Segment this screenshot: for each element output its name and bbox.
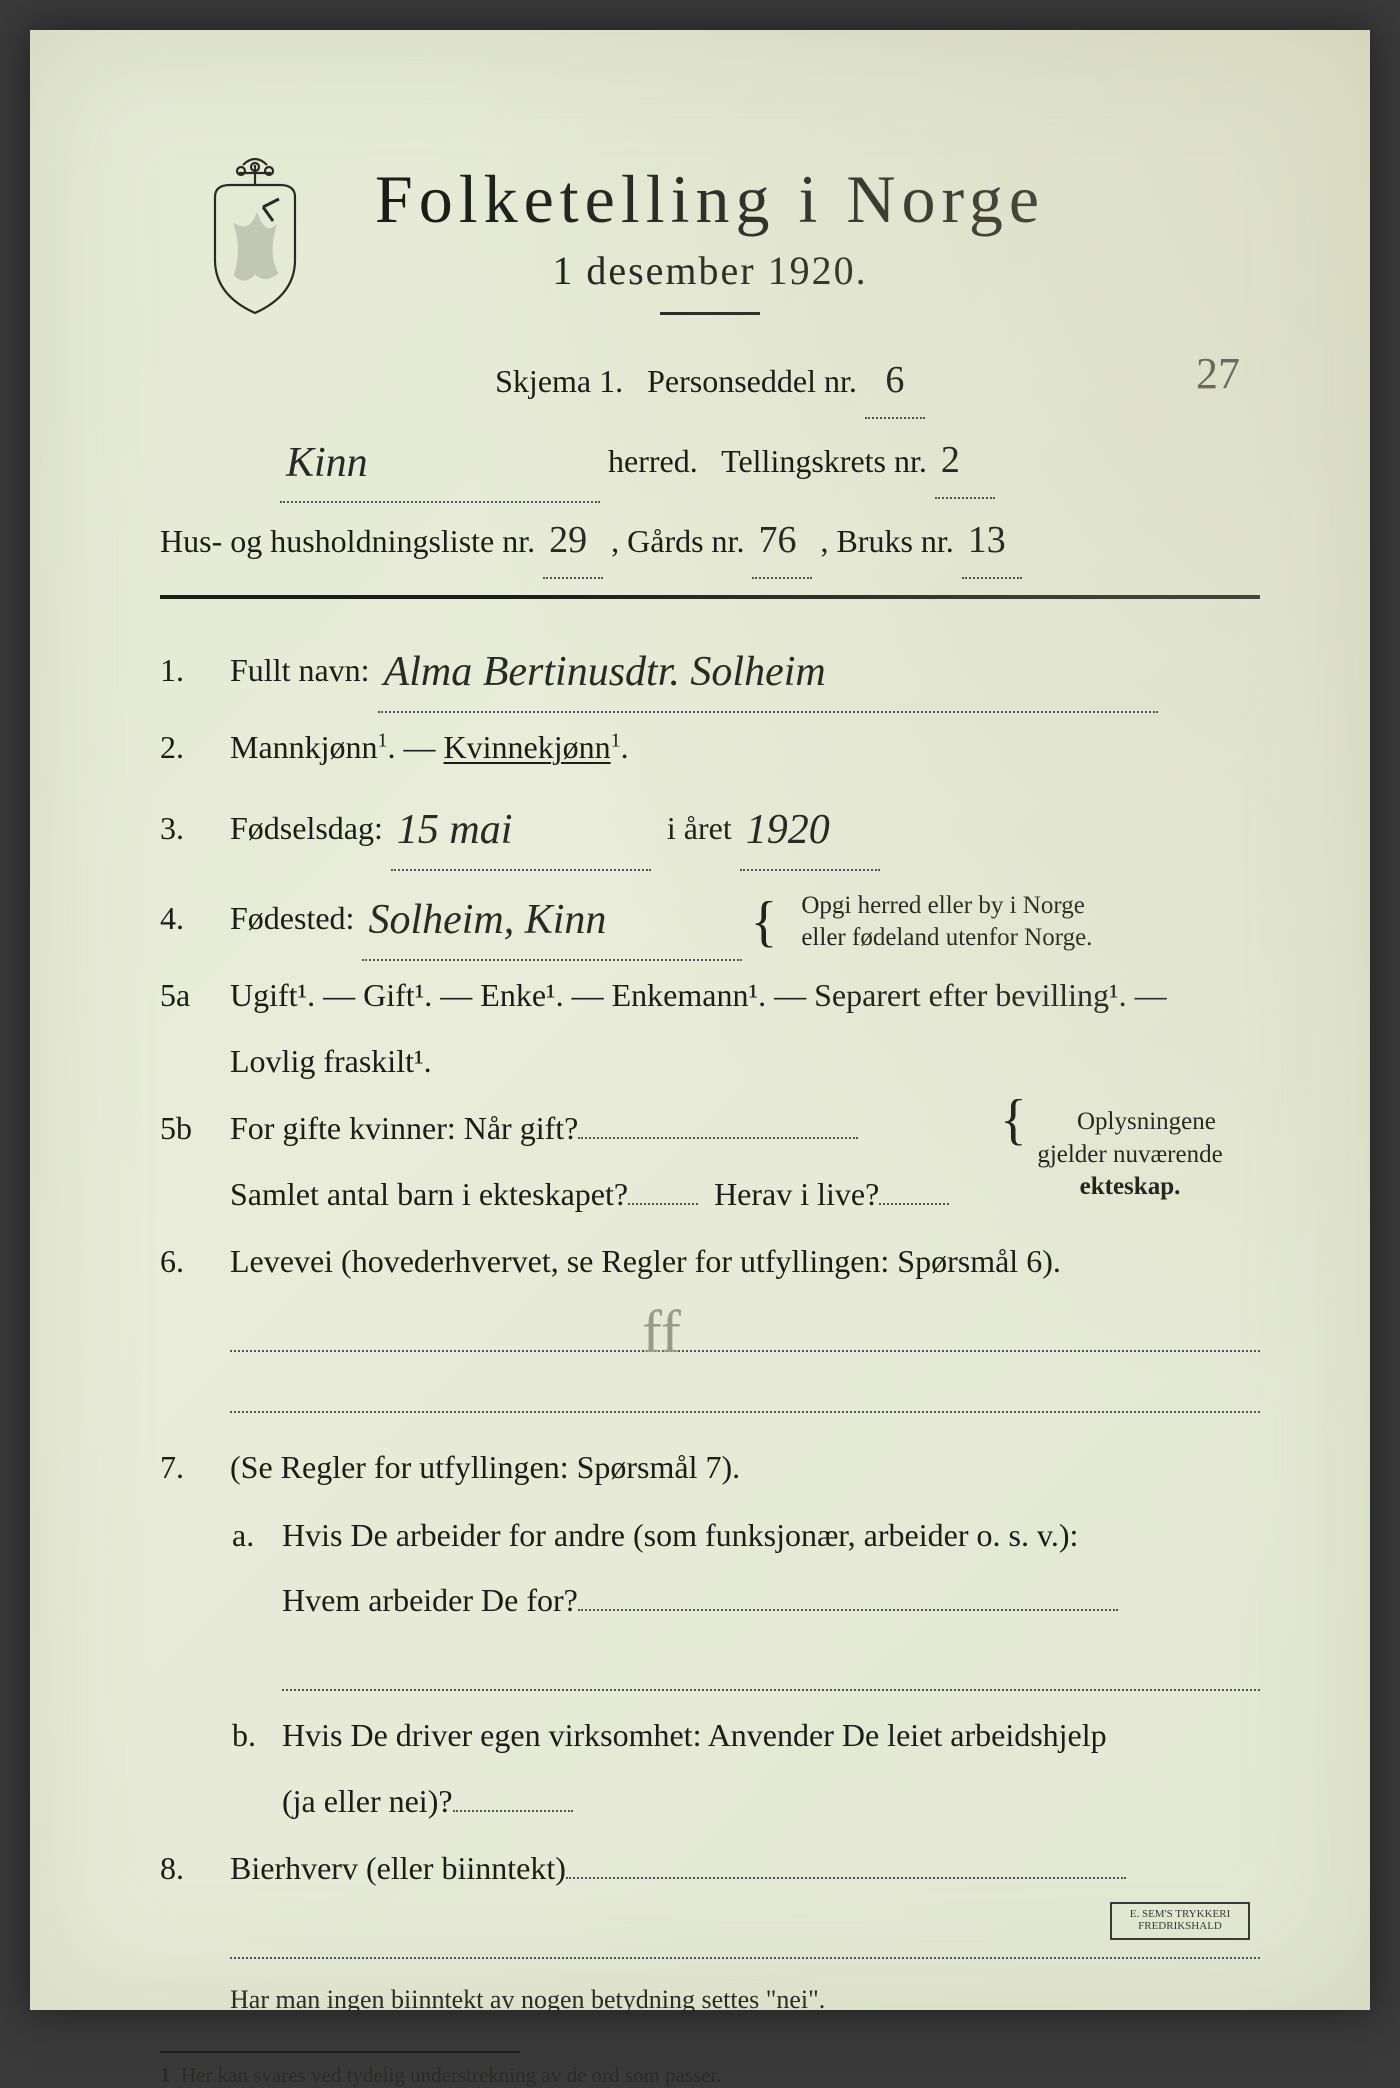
question-5a: 5a Ugift¹. — Gift¹. — Enke¹. — Enkemann¹… [160,963,1260,1094]
bruks-nr: 13 [968,519,1006,561]
tellingskrets-nr: 2 [941,439,960,481]
gaard-nr: 76 [758,519,796,561]
personseddel-nr: 6 [885,359,904,401]
printer-stamp: E. SEM'S TRYKKERIFREDRIKSHALD [1110,1902,1250,1940]
q5b-note: { Oplysningene gjelder nuværende ekteska… [1000,1096,1260,1204]
question-7b: b. Hvis De driver egen virksomhet: Anven… [160,1703,1260,1834]
hus-nr: 29 [549,519,587,561]
divider [660,312,760,315]
question-7a: a. Hvis De arbeider for andre (som funks… [160,1503,1260,1701]
question-5b: 5b For gifte kvinner: Når gift? Samlet a… [160,1096,1260,1227]
question-7: 7. (Se Regler for utfyllingen: Spørsmål … [160,1435,1260,1501]
census-form-page: 27 Folketelling i Norge 1 desember 1920.… [30,30,1370,2010]
coat-of-arms-icon [195,155,315,320]
birth-day: 15 mai [397,807,513,853]
footnote-rule [160,2051,520,2053]
main-title: Folketelling i Norge [160,160,1260,239]
schema-line: Skjema 1. Personseddel nr. 6 [160,343,1260,419]
q8-note: Har man ingen biinntekt av nogen betydni… [230,1973,1260,2026]
question-8: 8. Bierhverv (eller biinntekt) Har man i… [160,1836,1260,2026]
birthplace-value: Solheim, Kinn [368,897,606,943]
question-4: 4. Fødested: Solheim, Kinn { Opgi herred… [160,873,1260,961]
full-name-value: Alma Bertinusdtr. Solheim [384,649,826,695]
birth-year: 1920 [746,807,830,853]
question-1: 1. Fullt navn: Alma Bertinusdtr. Solheim [160,625,1260,713]
q6-faint-mark: ff [642,1271,681,1394]
census-date: 1 desember 1920. [160,247,1260,294]
herred-name: Kinn [286,440,368,486]
herred-line: Kinn herred. Tellingskrets nr. 2 [160,419,1260,503]
question-6: 6. Levevei (hovederhvervet, se Regler fo… [160,1229,1260,1423]
divider [160,595,1260,599]
question-2: 2. Mannkjønn1. — Kvinnekjønn1. [160,715,1260,781]
form-header: Folketelling i Norge 1 desember 1920. [160,160,1260,315]
birthplace-note: Opgi herred eller by i Norge eller fødel… [801,890,1092,953]
question-3: 3. Fødselsdag: 15 mai i året 1920 [160,783,1260,871]
hus-line: Hus- og husholdningsliste nr. 29 , Gårds… [160,503,1260,579]
footnote-1: 1 Her kan svares ved tydelig understrekn… [160,2063,1260,2088]
gender-selected: Kvinnekjønn [444,729,611,765]
